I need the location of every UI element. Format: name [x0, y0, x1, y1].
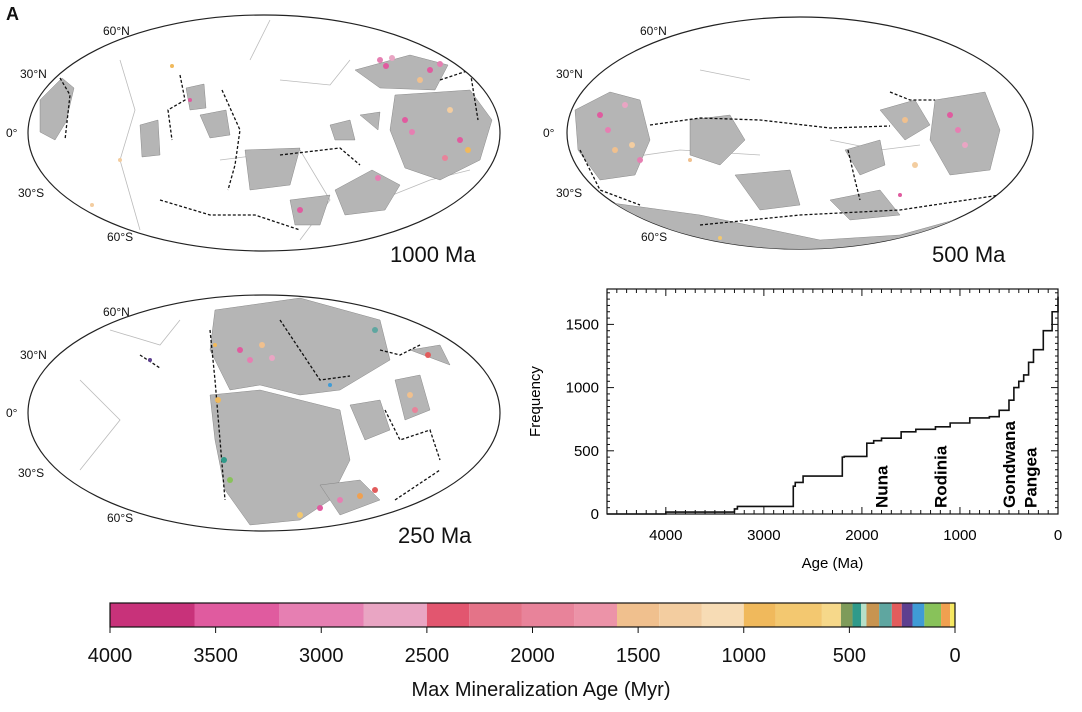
deposits-1000 [90, 55, 471, 213]
continents-250 [209, 297, 451, 526]
colorbar-tick-label: 1500 [615, 645, 661, 667]
lat-60n-c: 60°N [103, 305, 130, 319]
map-1000 [27, 14, 501, 252]
lat-0-b: 0° [543, 126, 555, 140]
lat-30n-b: 30°N [556, 67, 583, 81]
lat-60s-c: 60°S [107, 511, 134, 525]
continents-1000 [39, 54, 493, 226]
lat-0-a: 0° [6, 126, 18, 140]
age-label-500: 500 Ma [932, 242, 1006, 267]
colorbar-tick-label: 1000 [721, 645, 767, 667]
colorbar-tick-label: 3500 [193, 645, 238, 667]
lat-0-c: 0° [6, 406, 18, 420]
age-label-250: 250 Ma [398, 523, 472, 548]
lat-30s-b: 30°S [556, 186, 583, 200]
lat-30s-c: 30°S [18, 466, 45, 480]
lat-60n-a: 60°N [103, 24, 130, 38]
panel-letter: A [6, 4, 19, 24]
colorbar-tick-label: 500 [832, 645, 867, 667]
lat-30n-c: 30°N [20, 348, 47, 362]
deposits-500 [597, 102, 968, 240]
lat-60s-b: 60°S [641, 230, 668, 244]
deposits-250 [148, 327, 431, 518]
colorbar-tick-label: 2500 [404, 645, 450, 667]
lat-30s-a: 30°S [18, 186, 45, 200]
colorbar-title: Max Mineralization Age (Myr) [411, 679, 671, 701]
colorbar-tick-label: 3000 [299, 645, 344, 667]
colorbar-tick-label: 4000 [87, 645, 133, 667]
map-500 [566, 16, 1034, 250]
lat-60s-a: 60°S [107, 230, 134, 244]
lat-30n-a: 30°N [20, 67, 47, 81]
age-label-1000: 1000 Ma [390, 242, 476, 267]
colorbar-tick-label: 0 [949, 645, 961, 667]
colorbar-tick-label: 2000 [510, 645, 555, 667]
map-250 [27, 294, 501, 532]
lat-60n-b: 60°N [640, 24, 667, 38]
